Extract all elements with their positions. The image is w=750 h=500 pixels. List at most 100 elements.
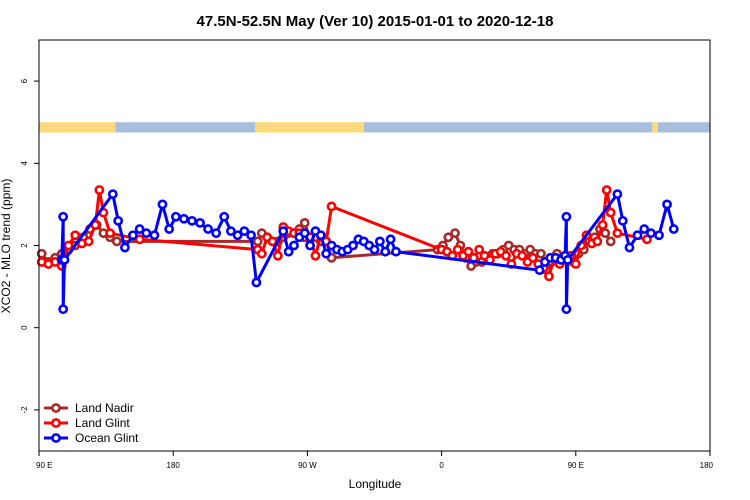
data-point — [83, 236, 94, 247]
data-point — [639, 224, 650, 234]
x-tick-label: 90 E — [568, 461, 584, 470]
data-point — [654, 230, 664, 241]
legend-item-land-nadir: Land Nadir — [44, 401, 134, 415]
data-point — [105, 228, 116, 239]
legend-label: Land Nadir — [75, 401, 134, 415]
data-point — [111, 236, 122, 247]
y-tick-label: 2 — [20, 243, 29, 248]
data-point — [536, 248, 546, 259]
legend-swatch-marker — [51, 403, 61, 413]
land-ocean-band — [39, 122, 710, 133]
data-point — [443, 232, 454, 243]
series-layer — [36, 185, 679, 315]
data-point — [452, 244, 463, 255]
data-point — [113, 215, 124, 226]
data-point — [617, 215, 628, 226]
data-point — [251, 277, 262, 288]
x-axis-label: Longitude — [349, 477, 402, 491]
data-point — [299, 217, 310, 228]
data-point — [380, 246, 391, 257]
data-point — [321, 248, 332, 259]
data-point — [58, 304, 69, 315]
y-axis: -2 0 2 4 6 — [20, 78, 39, 413]
data-point — [226, 226, 236, 237]
data-point — [119, 242, 130, 253]
data-point — [272, 250, 283, 261]
data-point — [170, 211, 181, 222]
data-point — [134, 234, 145, 245]
data-point — [315, 230, 326, 241]
band-ocean-5 — [657, 122, 710, 133]
data-point — [601, 185, 612, 195]
data-point — [134, 224, 145, 234]
data-point — [211, 228, 222, 239]
data-point — [305, 240, 315, 251]
data-point — [283, 246, 294, 257]
data-point — [374, 236, 385, 247]
data-point — [668, 224, 679, 234]
data-point — [561, 304, 572, 315]
data-point — [624, 242, 635, 253]
band-ocean-1 — [115, 122, 256, 133]
data-point — [195, 217, 205, 228]
legend-swatch-marker — [51, 418, 61, 428]
y-tick-label: 4 — [20, 161, 29, 166]
data-point — [534, 265, 545, 276]
data-point — [187, 215, 197, 226]
y-tick-label: -2 — [20, 406, 29, 414]
data-point — [391, 246, 401, 257]
band-ocean-3 — [363, 122, 653, 133]
data-point — [70, 230, 81, 241]
data-point — [107, 189, 118, 200]
data-point — [141, 228, 152, 239]
chart-title: 47.5N-52.5N May (Ver 10) 2015-01-01 to 2… — [197, 13, 554, 30]
data-point — [570, 259, 581, 269]
x-tick-label: 180 — [700, 461, 714, 470]
data-point — [562, 254, 573, 265]
data-point — [632, 230, 643, 241]
y-tick-label: 0 — [20, 325, 29, 330]
data-point — [278, 226, 289, 237]
data-point — [203, 224, 213, 234]
legend-item-ocean-glint: Ocean Glint — [44, 431, 139, 445]
data-point — [246, 230, 256, 241]
x-axis: 90 E 180 90 W 0 90 E 180 — [36, 451, 714, 470]
data-point — [299, 228, 310, 239]
data-point — [474, 244, 485, 255]
data-point — [157, 199, 168, 210]
data-point — [164, 224, 175, 234]
data-point — [592, 236, 603, 247]
data-point — [501, 250, 511, 261]
data-point — [252, 236, 263, 247]
data-point — [326, 201, 337, 212]
data-point — [267, 236, 278, 247]
data-point — [605, 236, 616, 247]
data-point — [128, 230, 138, 241]
data-point — [239, 226, 250, 237]
data-point — [605, 207, 616, 218]
x-tick-label: 90 W — [298, 461, 317, 470]
y-axis-label: XCO2 - MLO trend (ppm) — [0, 179, 13, 314]
series-ocean-glint — [56, 189, 679, 315]
data-point — [63, 240, 74, 251]
data-point — [94, 185, 105, 195]
data-point — [310, 250, 321, 261]
data-point — [646, 228, 656, 239]
data-point — [463, 246, 474, 257]
legend-label: Ocean Glint — [75, 431, 139, 445]
data-point — [544, 271, 554, 282]
data-point — [179, 213, 189, 224]
data-point — [662, 199, 672, 210]
data-point — [256, 248, 267, 259]
data-point — [59, 254, 70, 265]
data-point — [58, 211, 69, 222]
data-point — [527, 252, 538, 263]
data-point — [597, 220, 608, 230]
band-land-4 — [652, 122, 658, 133]
x-tick-label: 180 — [167, 461, 181, 470]
data-point — [385, 234, 396, 245]
data-point — [369, 244, 380, 255]
legend-item-land-glint: Land Glint — [44, 416, 130, 430]
data-point — [450, 228, 460, 239]
data-point — [219, 211, 230, 222]
